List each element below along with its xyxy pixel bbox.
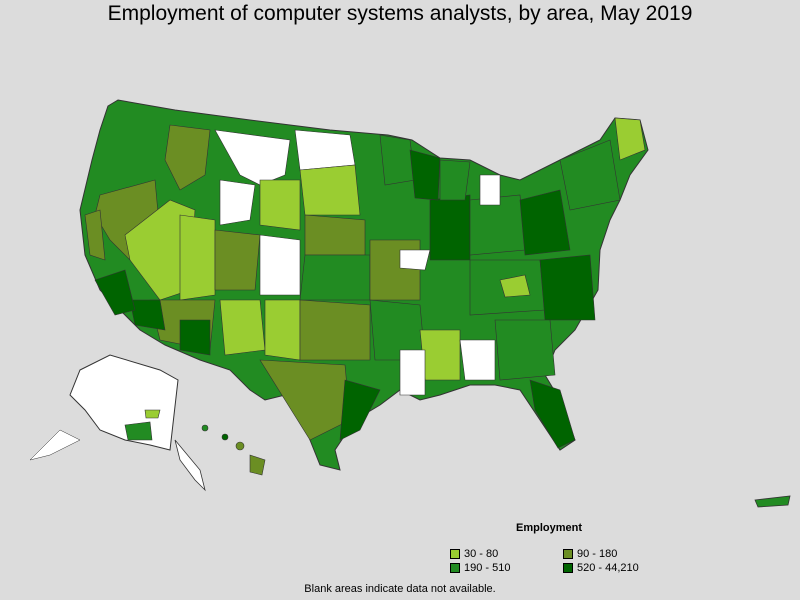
legend-swatch-1 (450, 549, 460, 559)
legend-item-2: 90 - 180 (563, 548, 617, 560)
puerto-rico (754, 495, 791, 508)
region-patches (84, 117, 646, 449)
legend-label-1: 30 - 80 (464, 548, 499, 560)
alaska (69, 354, 179, 451)
legend-label-3: 190 - 510 (464, 562, 511, 574)
footnote: Blank areas indicate data not available. (304, 583, 496, 595)
legend-swatch-2 (563, 549, 573, 559)
legend-swatch-3 (450, 563, 460, 573)
legend-label-2: 90 - 180 (577, 548, 618, 560)
legend-item-4: 520 - 44,210 (563, 562, 639, 574)
hawaii (201, 424, 266, 476)
legend-label-4: 520 - 44,210 (577, 562, 639, 574)
legend-title: Employment (516, 522, 583, 534)
legend-item-1: 30 - 80 (450, 548, 498, 560)
legend-swatch-4 (563, 563, 573, 573)
legend-item-3: 190 - 510 (450, 562, 510, 574)
map-title: Employment of computer systems analysts,… (107, 2, 693, 25)
